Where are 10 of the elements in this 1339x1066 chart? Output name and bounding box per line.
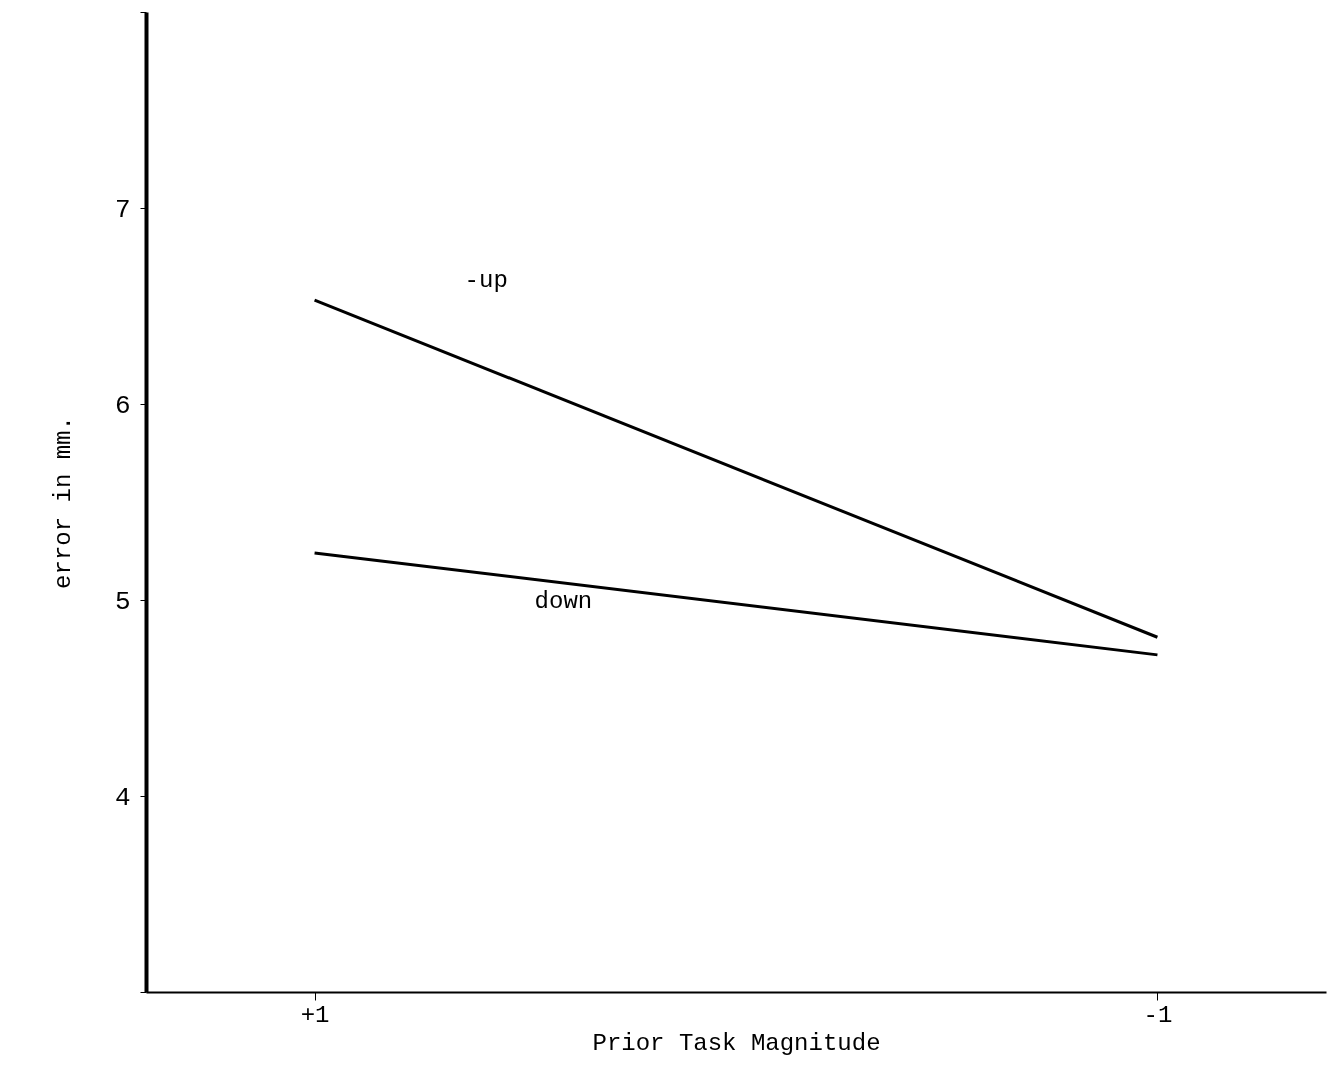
y-tick-label: 7 — [114, 194, 131, 225]
y-tick-label: 6 — [114, 390, 131, 421]
y-tick-label: 5 — [114, 586, 131, 617]
y-axis-title: error in mm. — [49, 416, 77, 589]
x-axis-title: Prior Task Magnitude — [592, 1029, 881, 1057]
x-tick-label: +1 — [300, 1001, 330, 1029]
text: -up — [464, 267, 508, 295]
x-tick-label: -1 — [1143, 1001, 1173, 1029]
series-label: down — [534, 587, 593, 615]
y-tick-label: 4 — [114, 782, 131, 813]
